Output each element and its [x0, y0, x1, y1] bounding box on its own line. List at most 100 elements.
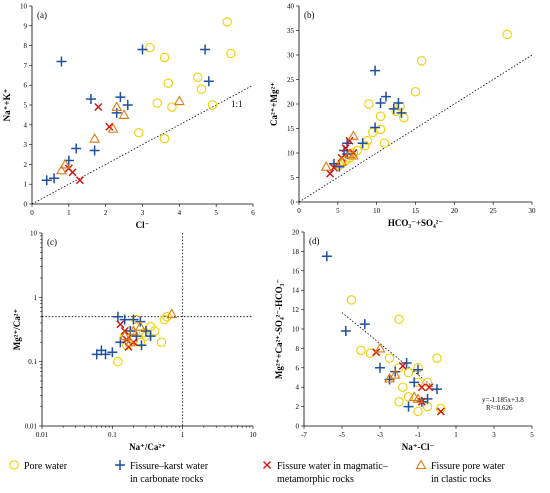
- data-point-pore: [384, 353, 395, 363]
- y-tick-label: 20: [287, 101, 295, 109]
- data-point-karst: [334, 161, 345, 172]
- data-point-karst: [119, 314, 130, 325]
- y-tick-label: 8: [296, 345, 300, 353]
- data-point-magmatic: [68, 168, 77, 177]
- data-point-karst: [140, 325, 151, 336]
- y-tick-label: 30: [287, 52, 295, 60]
- y-tick-label: 1: [24, 181, 28, 189]
- data-point-karst: [137, 44, 148, 55]
- y-tick-label: 18: [292, 248, 300, 256]
- data-point-pore: [360, 140, 370, 151]
- data-point-pore: [391, 106, 401, 117]
- x-tick-label: 1: [181, 431, 185, 439]
- y-axis-label-c: Mg²⁺/Ca²⁺: [12, 309, 22, 351]
- fit-r-squared: R²=0.626: [486, 404, 513, 412]
- x-tick-label: 5: [336, 207, 340, 215]
- x-tick-label: -7: [301, 431, 307, 439]
- y-tick-label: 1: [34, 294, 38, 302]
- reference-line-label: 1:1: [231, 99, 243, 109]
- x-tick-label: 5: [214, 209, 218, 217]
- legend-label-pore: Pore water: [24, 461, 68, 472]
- x-tick-label: 1: [67, 209, 71, 217]
- data-point-pore: [364, 99, 374, 109]
- y-tick-label: 16: [292, 267, 300, 275]
- data-point-karst: [357, 138, 368, 149]
- x-axis-label-c: Na⁺/Ca²⁺: [129, 442, 166, 452]
- data-point-magmatic: [417, 383, 426, 392]
- y-tick-label: 10: [287, 150, 295, 158]
- panel-b: 0 5 10 15 20 25 30 0 5 10 15 20 25 30 35 40 (b) HCO₃⁻+SO₄…: [269, 3, 536, 229]
- x-tick-label: 30: [529, 207, 537, 215]
- y-tick-label: 4: [296, 384, 300, 392]
- x-tick-label: 25: [490, 207, 498, 215]
- data-point-karst: [128, 314, 139, 325]
- y-axis-label-a: Na⁺+K⁺: [2, 88, 12, 121]
- data-point-pore: [193, 72, 203, 83]
- y-tick-label: 12: [292, 306, 300, 314]
- data-point-clastic: [173, 95, 185, 106]
- legend-marker-karst: [115, 460, 125, 470]
- data-point-clastic: [59, 158, 71, 169]
- legend-marker-magmatic: [263, 461, 271, 469]
- data-point-pore: [159, 52, 170, 63]
- data-point-karst: [49, 173, 60, 184]
- data-point-karst: [375, 98, 386, 109]
- data-point-karst: [111, 107, 122, 118]
- y-tick-label: 0: [296, 423, 300, 431]
- x-tick-label: 4: [178, 209, 182, 217]
- data-point-karst: [321, 251, 332, 262]
- data-point-karst: [340, 325, 351, 336]
- y-tick-label: 4: [24, 121, 28, 129]
- data-point-pore: [156, 337, 167, 348]
- y-tick-label: 25: [287, 76, 295, 84]
- data-point-karst: [56, 56, 67, 67]
- x-tick-label: 15: [412, 207, 420, 215]
- data-point-pore: [163, 78, 174, 88]
- legend-item-karst: Fissure–karst water in carbonate rocks: [115, 460, 209, 485]
- y-tick-label: 2: [296, 403, 300, 411]
- data-point-pore: [152, 98, 162, 108]
- legend-label-clastic: in clastic rocks: [431, 474, 491, 485]
- data-point-karst: [136, 340, 147, 351]
- data-point-pore: [159, 314, 170, 325]
- data-point-clastic: [118, 109, 130, 119]
- x-tick-label: 10: [373, 207, 381, 215]
- x-tick-label: 6: [251, 209, 255, 217]
- data-point-magmatic: [341, 144, 350, 153]
- data-point-karst: [112, 311, 123, 322]
- data-point-karst: [359, 319, 370, 330]
- legend: Pore water Fissure–karst water in carbonat…: [9, 459, 506, 485]
- data-point-clastic: [56, 164, 67, 175]
- panel-label-d: (d): [309, 236, 320, 246]
- y-tick-label: 20: [292, 229, 300, 237]
- data-point-karst: [375, 362, 385, 373]
- y-tick-label: 7: [24, 62, 28, 70]
- y-tick-label: 0.1: [28, 358, 37, 366]
- y-tick-label: 0: [24, 201, 28, 209]
- data-point-karst: [393, 98, 404, 109]
- legend-label-clastic: Fissure pore water: [431, 461, 506, 472]
- y-tick-label: 15: [287, 125, 295, 133]
- data-point-pore: [207, 100, 218, 110]
- data-point-pore: [167, 102, 177, 112]
- data-point-karst: [91, 349, 102, 360]
- y-axis-label-d: Mg²⁺+Ca²⁺-SO₄²⁻-HCO₃⁻: [274, 279, 284, 379]
- data-point-clastic: [384, 372, 395, 383]
- data-point-magmatic: [105, 122, 114, 131]
- x-tick-label: -1: [415, 431, 421, 439]
- y-tick-label: 3: [24, 141, 28, 149]
- data-point-karst: [107, 347, 118, 358]
- x-tick-label: 20: [451, 207, 459, 215]
- data-point-karst: [370, 122, 381, 133]
- legend-label-magmatic: metamorphic rocks: [277, 474, 354, 485]
- data-point-magmatic: [326, 169, 335, 178]
- legend-label-karst: in carbonate rocks: [130, 474, 203, 485]
- data-point-clastic: [89, 133, 101, 143]
- data-point-karst: [370, 65, 381, 76]
- data-point-magmatic: [94, 102, 103, 111]
- data-point-pore: [145, 42, 155, 53]
- data-point-pore: [113, 356, 123, 367]
- y-tick-label: 9: [24, 22, 28, 30]
- data-point-karst: [145, 331, 156, 342]
